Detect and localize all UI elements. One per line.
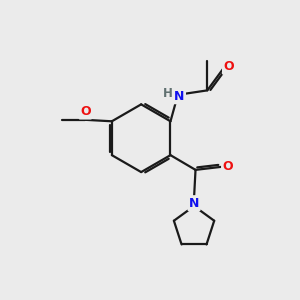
Text: O: O bbox=[223, 160, 233, 173]
Text: N: N bbox=[189, 196, 199, 210]
Text: N: N bbox=[174, 90, 184, 103]
Text: O: O bbox=[80, 105, 91, 118]
Text: H: H bbox=[163, 87, 172, 100]
Text: O: O bbox=[224, 60, 234, 73]
